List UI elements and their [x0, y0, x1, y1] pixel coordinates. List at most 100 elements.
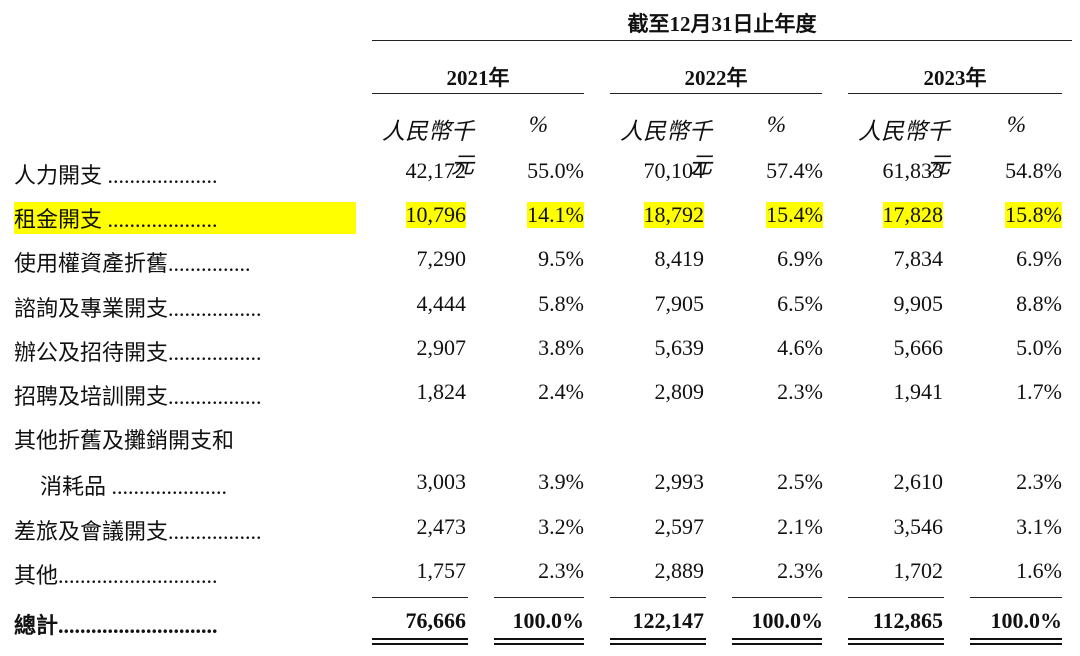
- unit-amount-2023: 人民幣千元: [858, 119, 950, 178]
- row-label: 使用權資產折舊...............: [14, 251, 251, 276]
- percent-2021: 9.5%: [538, 246, 584, 271]
- total-double-rule: [848, 643, 944, 645]
- total-percent-2021: 100.0%: [512, 608, 585, 633]
- amount-2021: 1,757: [416, 558, 467, 583]
- amount-2022: 18,792: [643, 202, 704, 228]
- percent-2021: 3.2%: [538, 514, 584, 539]
- percent-2022: 2.3%: [777, 379, 823, 404]
- percent-2023: 6.9%: [1016, 246, 1062, 271]
- total-double-rule: [970, 638, 1062, 640]
- row-label: 人力開支 ....................: [14, 163, 218, 188]
- year-2022: 2022年: [684, 66, 748, 90]
- total-rule-top: [848, 597, 944, 598]
- percent-2022: 6.5%: [777, 291, 823, 316]
- percent-2021: 2.3%: [538, 558, 584, 583]
- unit-percent-2022: %: [766, 112, 786, 137]
- percent-2022: 15.4%: [766, 202, 823, 228]
- total-rule-top: [494, 597, 584, 598]
- percent-2022: 2.3%: [777, 558, 823, 583]
- total-percent-2023: 100.0%: [990, 608, 1063, 633]
- amount-2021: 10,796: [405, 202, 466, 228]
- percent-2023: 5.0%: [1016, 335, 1062, 360]
- percent-2021: 14.1%: [527, 202, 584, 228]
- total-double-rule: [610, 643, 706, 645]
- percent-2023: 54.8%: [1005, 158, 1062, 183]
- amount-2023: 9,905: [893, 291, 944, 316]
- total-double-rule: [970, 643, 1062, 645]
- total-double-rule: [732, 643, 822, 645]
- percent-2021: 3.8%: [538, 335, 584, 360]
- row-label: 辦公及招待開支.................: [14, 340, 262, 365]
- amount-2023: 5,666: [893, 335, 944, 360]
- total-rule-top: [970, 597, 1062, 598]
- amount-2022: 2,809: [654, 379, 705, 404]
- percent-2023: 1.6%: [1016, 558, 1062, 583]
- percent-2023: 1.7%: [1016, 379, 1062, 404]
- row-label: 其他折舊及攤銷開支和: [14, 428, 235, 453]
- amount-2023: 1,702: [893, 558, 944, 583]
- header-rule: [372, 40, 1072, 41]
- amount-2023: 17,828: [882, 202, 943, 228]
- amount-2023: 3,546: [893, 514, 944, 539]
- amount-2022: 2,993: [654, 469, 705, 494]
- amount-2022: 2,889: [654, 558, 705, 583]
- total-double-rule: [732, 638, 822, 640]
- percent-2022: 57.4%: [766, 158, 823, 183]
- year-2021: 2021年: [446, 66, 510, 90]
- amount-2023: 61,833: [882, 158, 944, 183]
- row-label: 租金開支 ....................: [14, 202, 356, 234]
- row-label: 諮詢及專業開支.................: [14, 296, 262, 321]
- percent-2023: 3.1%: [1016, 514, 1062, 539]
- amount-2021: 1,824: [416, 379, 467, 404]
- amount-2023: 2,610: [893, 469, 944, 494]
- percent-2023: 8.8%: [1016, 291, 1062, 316]
- amount-2022: 5,639: [654, 335, 705, 360]
- row-label: 其他.............................: [14, 563, 218, 588]
- total-double-rule: [848, 638, 944, 640]
- amount-2023: 7,834: [893, 246, 944, 271]
- amount-2023: 1,941: [893, 379, 944, 404]
- total-percent-2022: 100.0%: [751, 608, 824, 633]
- row-label: 招聘及培訓開支.................: [14, 384, 262, 409]
- total-double-rule: [610, 638, 706, 640]
- percent-2021: 2.4%: [538, 379, 584, 404]
- total-double-rule: [372, 638, 468, 640]
- amount-2021: 4,444: [416, 291, 467, 316]
- amount-2021: 2,907: [416, 335, 467, 360]
- total-rule-top: [610, 597, 706, 598]
- total-rule-top: [372, 597, 468, 598]
- unit-amount-2021: 人民幣千元: [382, 119, 474, 178]
- total-double-rule: [494, 638, 584, 640]
- amount-2021: 42,172: [405, 158, 467, 183]
- total-double-rule: [494, 643, 584, 645]
- percent-2022: 2.1%: [777, 514, 823, 539]
- amount-2021: 2,473: [416, 514, 467, 539]
- percent-2021: 5.8%: [538, 291, 584, 316]
- percent-2021: 55.0%: [527, 158, 584, 183]
- row-label: 消耗品 .....................: [40, 474, 228, 499]
- total-amount-2023: 112,865: [872, 608, 943, 633]
- percent-2021: 3.9%: [538, 469, 584, 494]
- amount-2022: 7,905: [654, 291, 705, 316]
- percent-2023: 15.8%: [1005, 202, 1062, 228]
- year-rule-2021: [372, 93, 584, 94]
- total-rule-top: [732, 597, 822, 598]
- total-amount-2021: 76,666: [405, 608, 467, 633]
- amount-2021: 7,290: [416, 246, 467, 271]
- total-amount-2022: 122,147: [632, 608, 705, 633]
- percent-2022: 6.9%: [777, 246, 823, 271]
- period-title: 截至12月31日止年度: [627, 12, 817, 36]
- amount-2022: 70,104: [643, 158, 705, 183]
- unit-amount-2022: 人民幣千元: [620, 119, 712, 178]
- total-label: 總計.............................: [14, 613, 218, 638]
- percent-2022: 4.6%: [777, 335, 823, 360]
- amount-2022: 8,419: [654, 246, 705, 271]
- year-2023: 2023年: [923, 66, 987, 90]
- unit-percent-2023: %: [1006, 112, 1026, 137]
- percent-2022: 2.5%: [777, 469, 823, 494]
- row-label: 差旅及會議開支.................: [14, 519, 262, 544]
- year-rule-2023: [848, 93, 1062, 94]
- year-rule-2022: [610, 93, 822, 94]
- percent-2023: 2.3%: [1016, 469, 1062, 494]
- amount-2021: 3,003: [416, 469, 467, 494]
